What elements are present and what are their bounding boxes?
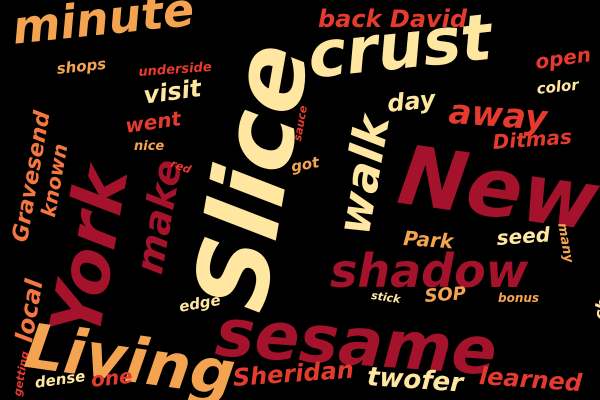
word-crust: crust bbox=[304, 0, 495, 94]
word-got: got bbox=[289, 153, 321, 176]
word-shadow: shadow bbox=[330, 244, 529, 298]
word-learned: learned bbox=[478, 362, 583, 398]
word-sheridan: Sheridan bbox=[231, 355, 355, 392]
word-minute: minute bbox=[9, 0, 197, 55]
word-one: one bbox=[89, 363, 134, 392]
word-day: day bbox=[385, 84, 437, 118]
word-walk: walk bbox=[326, 111, 401, 239]
word-color: color bbox=[535, 75, 580, 98]
word-cheese: cheese bbox=[590, 255, 600, 321]
word-slice: Slice bbox=[171, 34, 333, 319]
word-visit: visit bbox=[141, 73, 203, 110]
word-ditmas: Ditmas bbox=[491, 124, 573, 154]
word-bonus: bonus bbox=[498, 291, 540, 305]
word-back-david: back David bbox=[318, 5, 468, 33]
word-open: open bbox=[533, 42, 593, 74]
word-edge: edge bbox=[177, 290, 222, 316]
word-sop: SOP bbox=[423, 283, 467, 307]
word-shops: shops bbox=[55, 54, 107, 78]
word-twofer: twofer bbox=[366, 362, 464, 399]
word-seed: seed bbox=[495, 222, 551, 250]
word-nice: nice bbox=[134, 139, 165, 154]
word-went: went bbox=[123, 106, 183, 138]
word-park: Park bbox=[402, 226, 455, 254]
word-stick: stick bbox=[370, 289, 402, 306]
